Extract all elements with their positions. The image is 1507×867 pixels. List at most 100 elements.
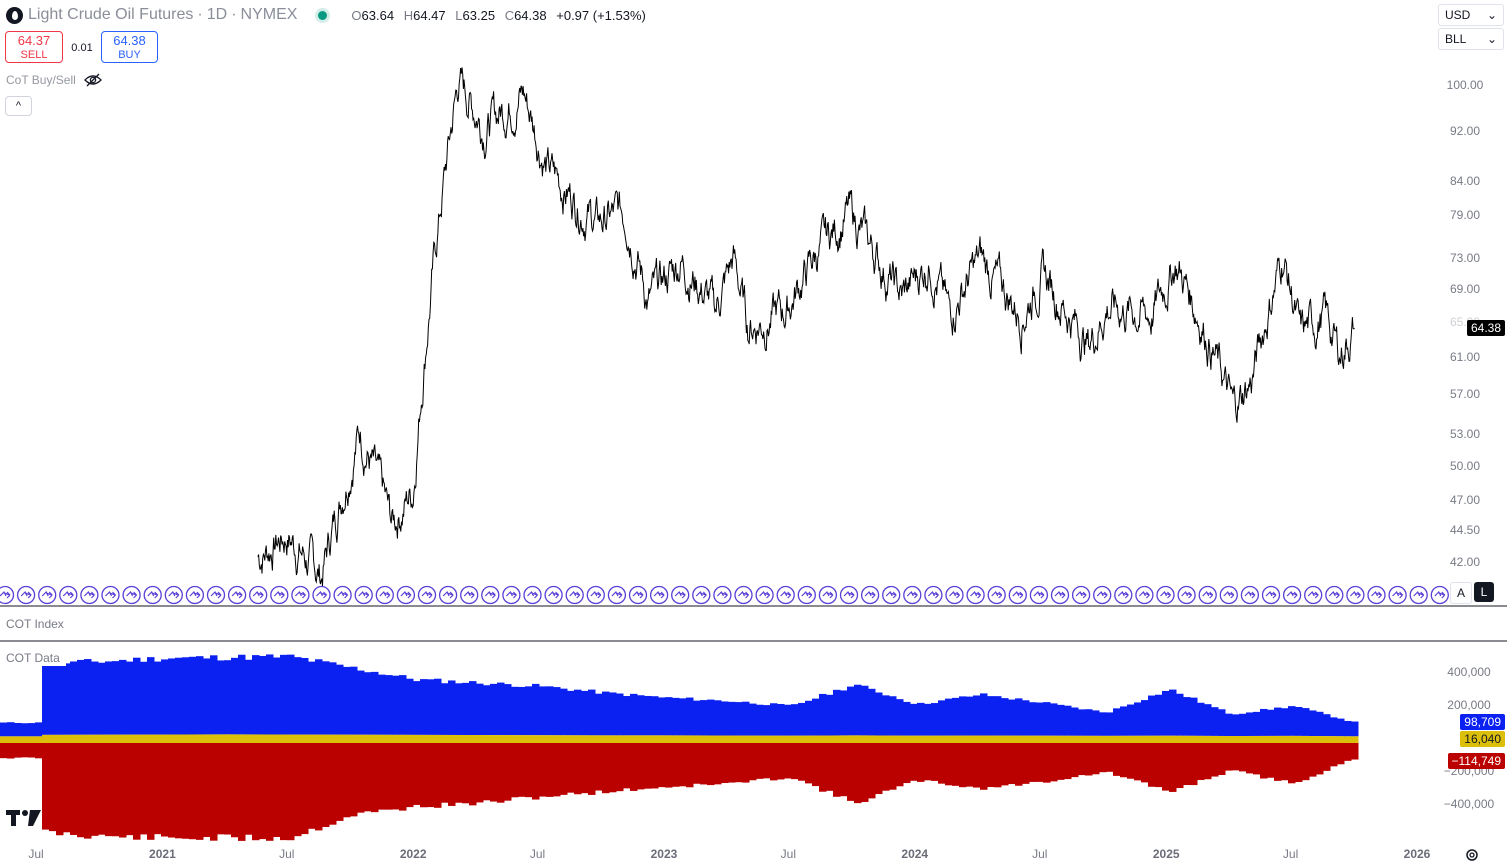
cot-short-bar (644, 743, 652, 789)
cot-spread-bar (364, 734, 372, 743)
cot-short-bar (119, 743, 127, 838)
cot-short-bar (308, 743, 316, 829)
arrow-right-icon (0, 590, 11, 599)
cot-spread-bar (980, 735, 988, 743)
price-axis-label: 73.00 (1449, 251, 1481, 266)
cot-spread-bar (147, 734, 155, 743)
cot-long-bar (742, 701, 750, 736)
symbol-exchange: NYMEX (240, 6, 298, 23)
spread-value: 0.01 (71, 42, 93, 54)
cot-long-bar (1008, 699, 1016, 736)
cot-signal-marker[interactable] (0, 585, 15, 605)
cot-long-bar (910, 703, 918, 736)
price-axis-label: 92.00 (1449, 123, 1481, 138)
cot-short-bar (1071, 743, 1079, 778)
cot-spread-bar (1232, 736, 1240, 743)
cot-spread-bar (1106, 735, 1114, 743)
arrow-right-icon (738, 590, 749, 599)
auto-scale-button[interactable]: A (1450, 582, 1472, 604)
cot-spread-bar (413, 734, 421, 743)
arrow-right-icon (337, 590, 349, 599)
cot-long-bar (1064, 705, 1072, 736)
cot-long-bar (203, 658, 211, 735)
unit-select[interactable]: BLL ⌄ (1438, 28, 1504, 50)
cot-short-bar (1113, 743, 1121, 776)
cot-spread-bar (812, 735, 820, 743)
cot-short-bar (784, 743, 792, 779)
cot-short-bar (1274, 743, 1282, 781)
buy-label: BUY (118, 49, 141, 61)
cot-spread-bar (294, 734, 302, 743)
cot-short-bar (1281, 743, 1289, 781)
cot-long-bar (1015, 698, 1023, 736)
cot-long-bar (777, 703, 785, 736)
symbol-title[interactable]: Light Crude Oil Futures (28, 6, 194, 23)
gear-icon[interactable] (1464, 847, 1480, 863)
collapse-legend-button[interactable]: ^ (5, 96, 32, 116)
arrow-right-icon (674, 590, 686, 599)
cot-long-bar (343, 666, 351, 735)
time-axis-label: 2025 (1152, 847, 1180, 861)
cot-long-bar (735, 702, 743, 736)
tradingview-logo-icon[interactable] (6, 808, 42, 828)
cot-short-bar (1351, 743, 1359, 760)
arrow-right-icon (1138, 590, 1150, 599)
cot-long-bar (658, 697, 666, 736)
cot-short-bar (952, 743, 960, 786)
indicator-legend[interactable]: CoT Buy/Sell (6, 73, 102, 87)
cot-spread-bar (763, 735, 771, 743)
cot-short-bar (1106, 743, 1114, 772)
currency-select[interactable]: USD ⌄ (1438, 4, 1504, 26)
cot-long-bar (1120, 706, 1128, 736)
cot-long-bar (938, 700, 946, 736)
cot-long-bar (525, 686, 533, 736)
sell-button[interactable]: 64.37 SELL (5, 31, 63, 63)
cot-short-bar (42, 743, 50, 830)
cot-long-bar (7, 722, 15, 737)
cot-long-bar (1218, 709, 1226, 736)
cot-short-bar (735, 743, 743, 783)
cot-long-bar (1162, 690, 1170, 736)
cot-spread-bar (266, 734, 274, 743)
cot-short-bar (378, 743, 386, 810)
cot-long-bar (154, 661, 162, 735)
cot-short-bar (266, 743, 274, 841)
market-status-dot[interactable] (318, 10, 328, 20)
cot-spread-bar (973, 735, 981, 743)
cot-spread-bar (455, 734, 463, 743)
currency-value: USD (1445, 8, 1471, 22)
cot-spread-bar (966, 735, 974, 743)
eye-off-icon[interactable] (83, 73, 102, 87)
symbol-interval[interactable]: 1D (206, 6, 228, 23)
cot-short-bar (28, 743, 36, 758)
cot-short-bar (693, 743, 701, 784)
cot-long-bar (483, 685, 491, 736)
cot-long-bar (238, 654, 246, 735)
cot-spread-bar (1015, 735, 1023, 743)
cot-short-bar (539, 743, 547, 797)
arrow-right-icon (1307, 590, 1319, 599)
cot-short-bar (476, 743, 484, 803)
cot-short-bar (224, 743, 232, 835)
cot-spread-bar (224, 734, 232, 743)
cot-long-bar (329, 662, 337, 735)
cot-spread-bar (1274, 735, 1282, 743)
cot-spread-bar (1113, 735, 1121, 743)
cot-short-bar (385, 743, 393, 810)
cot-short-bar (917, 743, 925, 782)
log-scale-button[interactable]: L (1474, 582, 1494, 602)
cot-long-bar (896, 699, 904, 736)
cot-long-bar (35, 722, 43, 737)
cot-spread-bar (1176, 735, 1184, 743)
arrow-right-icon (632, 590, 644, 599)
arrow-right-icon (316, 590, 327, 599)
cot-spread-bar (140, 734, 148, 743)
cot-long-bar (1190, 697, 1198, 736)
cot-data-pane-label[interactable]: COT Data (0, 650, 66, 666)
cot-long-bar (112, 661, 120, 735)
buy-button[interactable]: 64.38 BUY (101, 31, 158, 63)
cot-index-pane-label[interactable]: COT Index (6, 617, 64, 631)
cot-spread-bar (1246, 735, 1254, 743)
cot-spread-bar (1295, 735, 1303, 743)
